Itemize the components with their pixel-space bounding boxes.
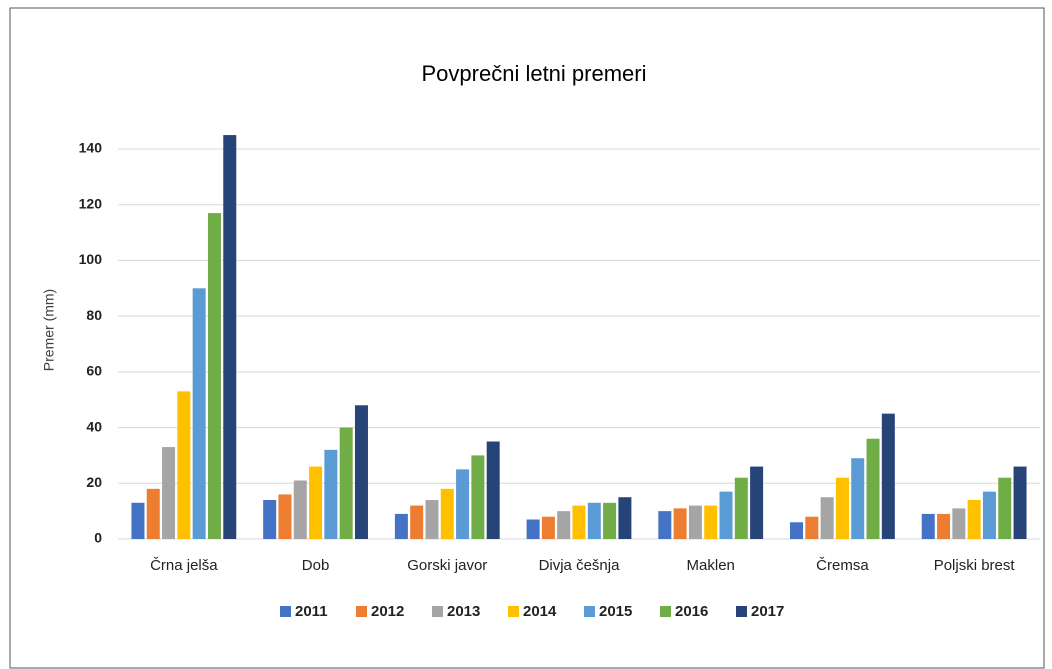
bar	[557, 511, 571, 539]
bar	[982, 491, 996, 539]
bar	[309, 466, 323, 539]
legend-swatch	[508, 606, 519, 617]
bar	[146, 488, 160, 539]
bar	[688, 505, 702, 539]
bar	[541, 516, 555, 539]
bar	[603, 502, 617, 539]
bar	[835, 477, 849, 539]
bar	[162, 447, 176, 539]
bar	[805, 516, 819, 539]
bar	[937, 513, 951, 539]
y-tick-label: 0	[94, 530, 102, 546]
bar	[881, 413, 895, 539]
bar	[131, 502, 145, 539]
bar	[719, 491, 733, 539]
x-tick-label: Gorski javor	[407, 557, 487, 574]
legend-label: 2015	[599, 603, 632, 620]
bar	[293, 480, 307, 539]
bar	[734, 477, 748, 539]
bar	[410, 505, 424, 539]
legend-swatch	[356, 606, 367, 617]
bar	[456, 469, 470, 539]
bar	[750, 466, 764, 539]
bar	[425, 500, 439, 539]
bar	[998, 477, 1012, 539]
bar	[223, 135, 237, 540]
legend-swatch	[584, 606, 595, 617]
bar	[192, 288, 206, 539]
bar	[177, 391, 191, 539]
bar	[1013, 466, 1027, 539]
x-tick-label: Čremsa	[816, 557, 869, 574]
bar	[471, 455, 485, 539]
bar	[486, 441, 500, 539]
bar	[324, 449, 338, 539]
bar	[354, 405, 368, 539]
chart-title: Povprečni letni premeri	[422, 61, 647, 86]
legend-label: 2017	[751, 603, 784, 620]
bar	[967, 500, 981, 539]
bar	[790, 522, 804, 539]
legend-swatch	[280, 606, 291, 617]
bar	[658, 511, 672, 539]
bar	[587, 502, 601, 539]
legend-swatch	[736, 606, 747, 617]
bar	[618, 497, 632, 539]
chart-frame	[9, 7, 1045, 669]
x-tick-label: Divja češnja	[539, 557, 621, 574]
bar	[440, 488, 454, 539]
bar	[921, 513, 935, 539]
bar	[820, 497, 834, 539]
bar	[278, 494, 292, 539]
bar	[952, 508, 966, 539]
y-tick-label: 100	[79, 251, 103, 267]
bar	[394, 513, 408, 539]
y-tick-label: 140	[79, 140, 103, 156]
y-tick-label: 60	[86, 363, 102, 379]
x-tick-label: Poljski brest	[934, 557, 1016, 574]
y-axis-label: Premer (mm)	[41, 289, 57, 371]
legend-label: 2014	[523, 603, 557, 620]
legend-label: 2012	[371, 603, 404, 620]
bar	[207, 213, 221, 540]
y-tick-label: 40	[86, 418, 102, 434]
y-tick-label: 120	[79, 195, 103, 211]
legend-swatch	[432, 606, 443, 617]
y-tick-label: 80	[86, 307, 102, 323]
bar	[339, 427, 353, 539]
bar	[866, 438, 880, 539]
bar	[704, 505, 718, 539]
x-tick-label: Dob	[302, 557, 330, 574]
y-tick-label: 20	[86, 474, 102, 490]
x-tick-label: Črna jelša	[150, 557, 218, 574]
legend-label: 2013	[447, 603, 480, 620]
legend-label: 2011	[295, 603, 328, 620]
legend-label: 2016	[675, 603, 708, 620]
bar	[526, 519, 540, 539]
x-tick-label: Maklen	[687, 557, 735, 574]
bar	[851, 458, 865, 539]
bar	[673, 508, 687, 539]
legend-swatch	[660, 606, 671, 617]
bar	[572, 505, 586, 539]
bar	[263, 500, 277, 539]
